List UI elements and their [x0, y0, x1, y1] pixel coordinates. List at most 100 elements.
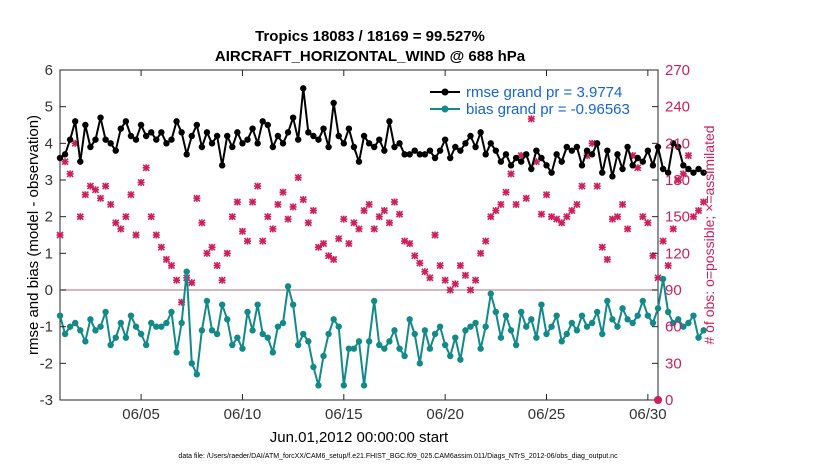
obs-count-marker — [426, 274, 434, 282]
obs-count-marker — [188, 279, 196, 287]
bias-point — [512, 341, 520, 349]
x-tick-label: 06/20 — [426, 406, 464, 423]
bias-point — [158, 323, 165, 330]
rmse-point — [153, 136, 160, 143]
bias-point — [193, 371, 201, 378]
rmse-point — [391, 143, 398, 151]
rmse-series — [56, 85, 707, 180]
rmse-point — [218, 162, 226, 169]
y-tick-label: -2 — [40, 355, 53, 372]
rmse-point — [315, 136, 322, 143]
obs-count-marker — [355, 225, 363, 233]
bias-point — [588, 319, 596, 327]
bias-point — [619, 305, 626, 312]
rmse-point — [158, 129, 165, 136]
rmse-point — [335, 132, 342, 140]
rmse-point — [239, 140, 246, 147]
rmse-point — [523, 151, 530, 158]
rmse-point — [193, 121, 201, 129]
y2-tick-label: 240 — [665, 99, 690, 116]
obs-count-marker — [380, 206, 388, 215]
obs-count-marker — [157, 243, 165, 251]
obs-count-markers — [56, 115, 708, 306]
obs-count-marker — [279, 188, 287, 196]
y2-tick-label: 30 — [665, 355, 682, 372]
bias-point — [502, 312, 510, 319]
legend-bias-label: bias grand pr = -0.96563 — [466, 101, 630, 118]
obs-count-marker — [132, 231, 140, 239]
rmse-point — [137, 121, 145, 129]
bias-point — [649, 319, 657, 327]
rmse-point — [168, 136, 175, 143]
bias-point — [523, 323, 530, 330]
rmse-point — [360, 132, 368, 140]
rmse-point — [365, 140, 373, 147]
obs-count-marker — [613, 213, 622, 221]
obs-count-marker — [360, 206, 368, 215]
bias-point — [573, 327, 581, 334]
obs-count-marker — [254, 182, 262, 190]
rmse-point — [426, 147, 434, 154]
obs-count-marker — [203, 249, 211, 257]
rmse-point — [502, 151, 510, 158]
bias-point — [401, 352, 408, 360]
bias-point — [320, 352, 327, 360]
bias-point — [269, 349, 277, 356]
obs-count-marker — [198, 219, 206, 227]
bias-point — [563, 330, 570, 338]
bias-point — [218, 301, 226, 308]
rmse-point — [517, 158, 525, 165]
obs-count-marker — [213, 261, 221, 270]
bias-point — [244, 308, 251, 316]
rmse-point — [497, 158, 505, 165]
obs-count-marker — [487, 213, 495, 221]
obs-count-marker — [573, 200, 581, 209]
bias-point — [82, 338, 89, 345]
rmse-point — [654, 143, 662, 151]
rmse-point — [117, 125, 125, 132]
rmse-point — [507, 162, 515, 169]
rmse-point — [421, 151, 429, 158]
rmse-point — [72, 118, 79, 125]
obs-count-marker — [127, 191, 135, 199]
bias-point — [436, 323, 444, 330]
y-tick-label: 0 — [45, 282, 53, 299]
bias-point — [371, 297, 378, 305]
rmse-point — [289, 114, 297, 121]
bias-point — [680, 323, 687, 330]
rmse-point — [249, 125, 256, 132]
rmse-point — [127, 132, 135, 140]
obs-count-marker — [142, 164, 150, 172]
bias-point — [487, 290, 494, 297]
bias-point — [178, 319, 185, 327]
bias-point — [289, 301, 297, 308]
rmse-point — [300, 85, 307, 92]
obs-count-marker — [66, 170, 74, 178]
rmse-point — [406, 151, 413, 158]
rmse-point — [274, 132, 282, 140]
bias-point — [127, 312, 135, 319]
obs-count-marker — [700, 198, 708, 206]
chart-subtitle: AIRCRAFT_HORIZONTAL_WIND @ 688 hPa — [215, 48, 526, 65]
rmse-point — [548, 169, 555, 176]
rmse-point — [639, 158, 646, 165]
rmse-point — [528, 165, 535, 173]
obs-count-marker — [669, 225, 677, 233]
obs-count-marker — [208, 243, 216, 251]
rmse-point — [401, 151, 408, 158]
rmse-point — [629, 162, 636, 169]
rmse-point — [229, 143, 236, 151]
rmse-point — [173, 118, 180, 125]
rmse-point — [685, 165, 692, 173]
bias-point — [634, 312, 641, 319]
bias-point — [467, 323, 474, 330]
obs-count-marker — [411, 252, 419, 260]
obs-count-marker — [385, 219, 393, 227]
bias-point — [345, 345, 353, 352]
rmse-point — [92, 136, 99, 143]
rmse-point — [441, 136, 449, 143]
rmse-point — [259, 118, 266, 125]
bias-point — [234, 334, 241, 341]
rmse-point — [649, 162, 657, 169]
bias-point — [365, 338, 373, 345]
